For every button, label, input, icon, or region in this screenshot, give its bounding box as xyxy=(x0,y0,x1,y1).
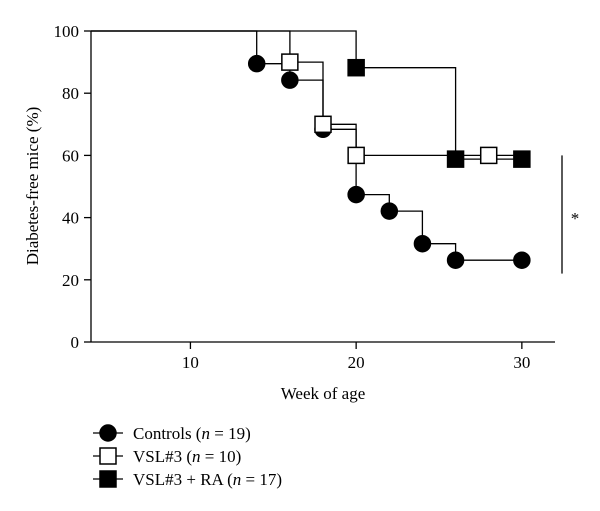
data-point-square xyxy=(347,146,365,165)
series-line-vsl-3-ra xyxy=(91,30,522,160)
legend-item-vsl3-ra: VSL#3 + RA (n = 17) xyxy=(93,470,282,489)
y-tick-label: 100 xyxy=(54,22,80,41)
data-point-square xyxy=(513,150,531,168)
legend-label-vsl3: VSL#3 (n = 10) xyxy=(133,447,241,466)
legend-marker-circle-filled xyxy=(99,424,117,442)
data-point-circle xyxy=(347,185,365,204)
legend-marker-square-open xyxy=(99,447,117,465)
data-point-circle xyxy=(446,251,465,269)
y-axis-label: Diabetes-free mice (%) xyxy=(23,107,42,266)
y-tick-label: 60 xyxy=(62,146,79,165)
data-point-square xyxy=(347,58,365,77)
y-tick-label: 0 xyxy=(71,333,80,352)
legend-item-controls: Controls (n = 19) xyxy=(93,424,251,443)
y-tick-label: 40 xyxy=(62,209,79,228)
x-tick-label: 20 xyxy=(348,353,365,372)
y-tick-label: 80 xyxy=(62,84,79,103)
data-point-square xyxy=(446,150,465,168)
x-tick-label: 30 xyxy=(513,353,530,372)
legend-item-vsl3: VSL#3 (n = 10) xyxy=(93,447,241,466)
significance-label: * xyxy=(571,209,580,228)
data-point-circle xyxy=(380,202,399,220)
x-axis-label: Week of age xyxy=(281,384,366,403)
series-line-vsl-3 xyxy=(91,30,522,157)
legend-label-controls: Controls (n = 19) xyxy=(133,424,251,443)
data-point-circle xyxy=(513,251,531,269)
data-point-circle xyxy=(281,71,299,89)
series-line-controls xyxy=(91,30,522,261)
data-point-circle xyxy=(247,54,266,73)
data-point-square xyxy=(314,115,332,134)
data-point-circle xyxy=(413,234,432,253)
x-tick-label: 10 xyxy=(182,353,199,372)
y-tick-label: 20 xyxy=(62,271,79,290)
legend: Controls (n = 19) VSL#3 (n = 10) VSL#3 +… xyxy=(93,424,282,489)
data-point-square xyxy=(479,146,498,165)
data-point-square xyxy=(281,53,299,71)
legend-marker-square-filled xyxy=(99,470,117,488)
legend-label-vsl3-ra: VSL#3 + RA (n = 17) xyxy=(133,470,282,489)
